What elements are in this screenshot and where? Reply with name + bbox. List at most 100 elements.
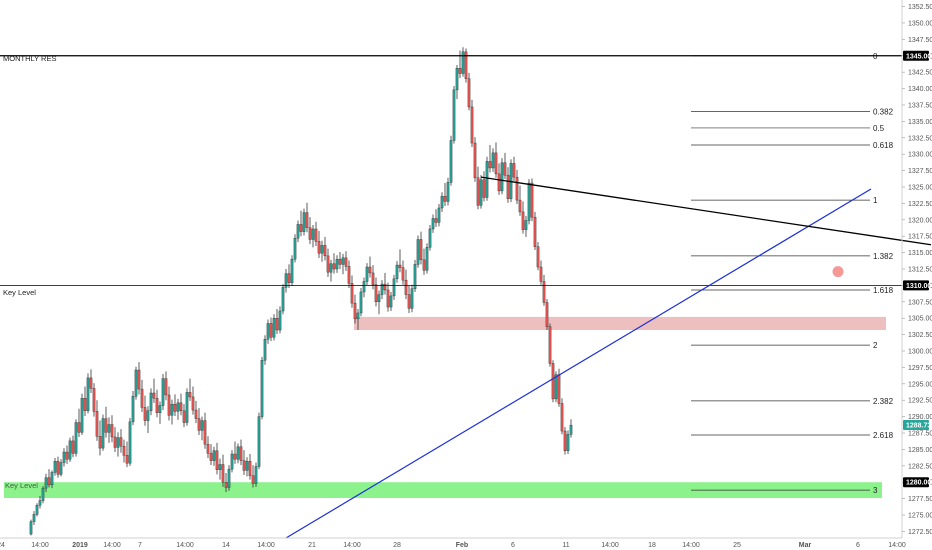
- fib-level[interactable]: 0.618: [691, 141, 894, 150]
- candle: [242, 450, 246, 476]
- candle-body: [443, 195, 447, 202]
- fib-level[interactable]: 1.618: [691, 286, 894, 295]
- candle: [482, 171, 486, 202]
- ascending-trendline[interactable]: [285, 188, 872, 539]
- candle: [149, 388, 153, 416]
- x-tick-label: 18: [648, 542, 656, 549]
- y-tick-label: 1275.00: [908, 513, 932, 520]
- y-tick-label: 1315.00: [908, 250, 932, 257]
- candle: [95, 400, 99, 441]
- price-tag-label: 1280.00: [906, 480, 931, 487]
- candle-body: [515, 176, 519, 201]
- candle: [320, 240, 324, 262]
- candle-body: [239, 446, 243, 461]
- candle-body: [56, 461, 60, 475]
- fib-level[interactable]: 2: [691, 341, 878, 350]
- candle-body: [362, 281, 366, 293]
- y-axis[interactable]: 1352.50 1350.00 1347.50 1345.00 1342.50 1340.…: [902, 4, 932, 536]
- fib-level[interactable]: 1: [691, 196, 878, 205]
- candle: [398, 249, 402, 273]
- x-axis[interactable]: 24 14:00 2019 14:00 7 14:00 14 14:00 21 14:00 28 Fe…: [0, 542, 906, 549]
- candle-body: [434, 218, 438, 223]
- candle: [404, 269, 408, 300]
- candle: [452, 85, 456, 144]
- candle: [275, 309, 279, 334]
- price-tag-label: 1310.00: [906, 283, 931, 290]
- candle-body: [32, 514, 36, 522]
- x-tick-label: 2019: [72, 542, 88, 549]
- x-tick-label: 14:00: [31, 542, 49, 549]
- candle-body: [89, 377, 93, 389]
- candle-body: [179, 402, 183, 411]
- candle-body: [554, 374, 558, 400]
- candle: [551, 360, 555, 403]
- candle: [38, 496, 42, 509]
- candle: [425, 243, 429, 274]
- fib-level[interactable]: 2.382: [691, 397, 894, 406]
- candle-body: [152, 392, 156, 399]
- resistance-support-zone[interactable]: [354, 316, 886, 331]
- candle: [317, 230, 321, 258]
- candle-body: [452, 89, 456, 141]
- fib-level[interactable]: 1.382: [691, 252, 894, 261]
- candle-body: [557, 374, 561, 404]
- candle-body: [236, 446, 240, 460]
- candlestick-series: [29, 47, 573, 536]
- fib-level-label: 0.5: [873, 124, 885, 133]
- key-level-zone[interactable]: [4, 482, 882, 498]
- y-tick-label: 1287.50: [908, 431, 932, 438]
- candle: [200, 416, 204, 441]
- candle: [440, 192, 444, 212]
- candle-body: [446, 182, 450, 202]
- candle: [170, 399, 174, 425]
- candle: [356, 309, 360, 331]
- candle: [491, 148, 495, 172]
- candle: [80, 393, 84, 435]
- candle-body: [110, 424, 114, 438]
- y-tick-label: 1307.50: [908, 299, 932, 306]
- fib-level[interactable]: 2.618: [691, 431, 894, 440]
- x-tick-label: 14:00: [343, 542, 361, 549]
- candle: [272, 314, 276, 341]
- y-tick-label: 1302.50: [908, 332, 932, 339]
- candle: [47, 469, 51, 488]
- candle: [347, 260, 351, 289]
- candle-body: [119, 437, 123, 447]
- candle: [113, 427, 117, 453]
- fib-level[interactable]: 0.5: [691, 124, 885, 133]
- candle: [281, 284, 285, 315]
- x-tick-label: Feb: [456, 542, 468, 549]
- candle: [155, 389, 159, 418]
- candle-body: [527, 182, 531, 221]
- y-tick-label: 1347.50: [908, 37, 932, 44]
- candle-body: [62, 451, 66, 463]
- candle: [362, 277, 366, 298]
- candle-body: [413, 264, 417, 289]
- candle-body: [377, 294, 381, 303]
- candle: [176, 398, 180, 420]
- candle-body: [503, 162, 507, 176]
- descending-trendline[interactable]: [480, 176, 932, 246]
- fib-level[interactable]: 0.382: [691, 108, 894, 117]
- candle: [326, 248, 330, 277]
- candle: [104, 406, 108, 438]
- candle: [407, 286, 411, 313]
- price-tag: 1345.00: [903, 50, 931, 61]
- candle: [503, 152, 507, 180]
- candle: [524, 215, 528, 237]
- candle: [59, 459, 63, 477]
- candle: [206, 436, 210, 458]
- y-tick-label: 1295.00: [908, 381, 932, 388]
- candle-body: [266, 323, 270, 340]
- candle-body: [560, 403, 564, 432]
- signal-marker[interactable]: [832, 266, 844, 278]
- candle-body: [407, 294, 411, 309]
- candle-body: [194, 409, 198, 419]
- candle-body: [539, 266, 543, 282]
- candle: [230, 450, 234, 473]
- fib-level[interactable]: 3: [691, 486, 878, 495]
- candle-body: [344, 257, 348, 267]
- candle: [209, 444, 213, 466]
- x-tick-label: 14: [222, 542, 230, 549]
